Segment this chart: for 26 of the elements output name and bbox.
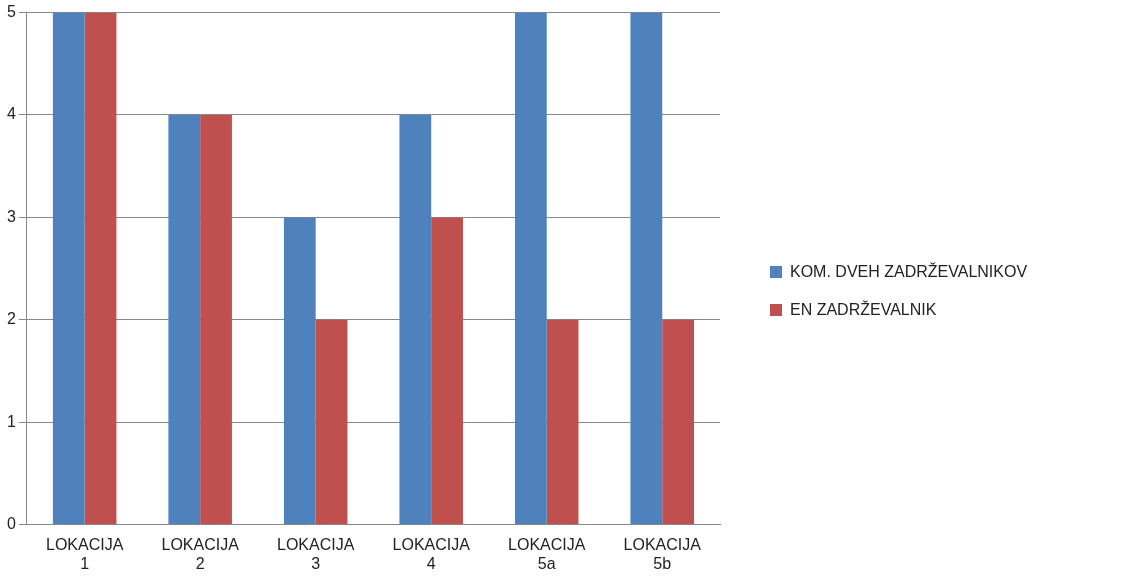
y-tick-label: 2	[6, 310, 16, 328]
bar	[514, 12, 547, 525]
legend-label: EN ZADRŽEVALNIK	[790, 300, 937, 319]
y-tick-label: 4	[6, 105, 16, 123]
bar	[399, 115, 432, 525]
bar	[630, 12, 663, 525]
y-tick-label: 0	[6, 515, 16, 533]
bar	[431, 217, 463, 525]
x-tick-label: LOKACIJA 5a	[508, 535, 586, 572]
x-tick-label: LOKACIJA 2	[161, 535, 240, 572]
y-tick-label: 5	[6, 3, 16, 21]
bar	[546, 319, 579, 525]
bar	[84, 12, 117, 525]
bar	[315, 319, 348, 525]
x-tick-label: LOKACIJA 3	[277, 535, 355, 572]
x-tick-label: LOKACIJA 1	[45, 535, 124, 572]
bar	[168, 115, 201, 525]
bar	[52, 12, 85, 525]
y-tick-label: 1	[6, 412, 16, 430]
x-tick-label: LOKACIJA 5b	[623, 535, 702, 572]
bar	[662, 319, 695, 525]
legend-label: KOM. DVEH ZADRŽEVALNIKOV	[790, 262, 1028, 281]
y-tick-label: 3	[6, 207, 16, 225]
bar	[200, 115, 232, 525]
bar	[283, 217, 316, 525]
x-tick-label: LOKACIJA 4	[392, 535, 471, 572]
